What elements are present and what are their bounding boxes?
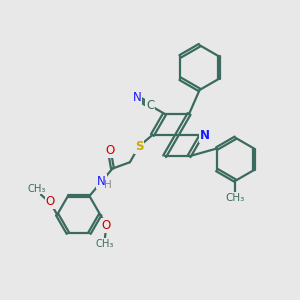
Text: C: C xyxy=(146,99,154,112)
Text: H: H xyxy=(104,180,112,190)
Text: S: S xyxy=(135,140,143,153)
Text: N: N xyxy=(200,129,210,142)
Text: CH₃: CH₃ xyxy=(96,239,114,249)
Text: O: O xyxy=(46,195,55,208)
Text: N: N xyxy=(133,92,141,104)
Text: CH₃: CH₃ xyxy=(226,193,245,203)
Text: O: O xyxy=(105,144,115,158)
Text: O: O xyxy=(102,219,111,232)
Text: N: N xyxy=(97,175,106,188)
Text: CH₃: CH₃ xyxy=(28,184,46,194)
